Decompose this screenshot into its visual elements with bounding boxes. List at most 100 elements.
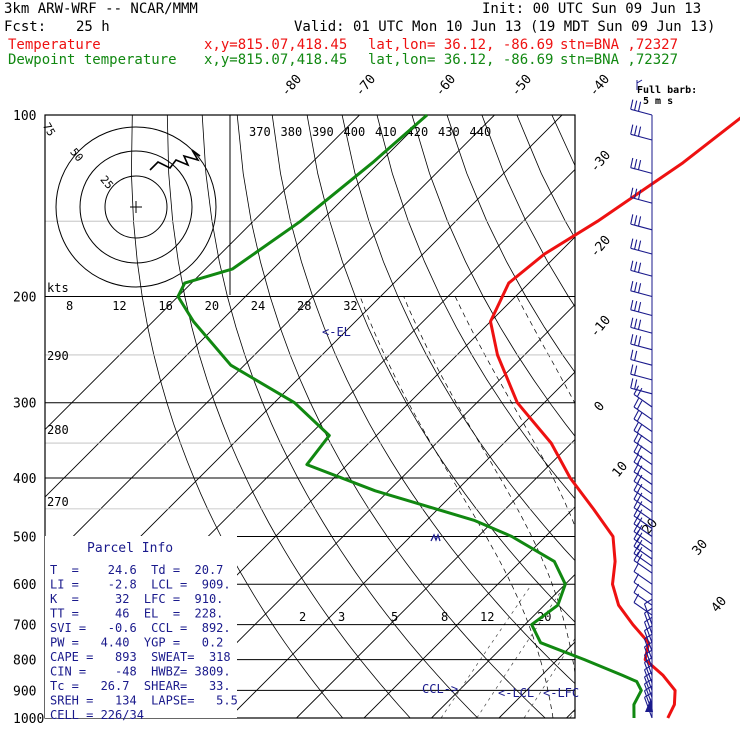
temperature-legend: Temperature <box>8 37 101 53</box>
wind-barb <box>643 598 653 625</box>
parcel-info-row: CELL = 226/34 <box>50 708 144 722</box>
hodograph-x-tick: 32 <box>343 299 357 313</box>
temperature-tick-label: -30 <box>588 148 615 176</box>
temperature-tick-label: 40 <box>709 594 731 616</box>
wind-barb <box>643 607 653 634</box>
temperature-tick-label: -20 <box>588 233 615 261</box>
pressure-tick-label: 800 <box>13 654 36 669</box>
forecast-hours: 25 h <box>76 19 110 35</box>
wind-barb <box>630 157 653 174</box>
wind-barb <box>630 214 653 231</box>
isotherm-line <box>45 115 360 431</box>
isotherm-line <box>296 438 575 718</box>
location-xy-dew: x,y=815.07,418.45 <box>204 52 348 68</box>
pressure-tick-label: 500 <box>13 530 36 545</box>
isotherm-line <box>45 115 495 566</box>
theta-label: 290 <box>47 349 69 363</box>
mixing-ratio-label: 3 <box>338 610 345 624</box>
wind-barb <box>643 649 653 676</box>
pressure-tick-label: 200 <box>13 291 36 306</box>
theta-e-label: 400 <box>344 125 366 139</box>
parcel-info-row: T = 24.6 Td = 20.7 <box>50 563 223 577</box>
parcel-info-row: SVI = -0.6 CCL = 892. <box>50 621 231 635</box>
dry-adiabat <box>411 115 575 437</box>
parcel-info-row: K = 32 LFC = 910. <box>50 592 223 606</box>
wind-barb <box>630 334 653 351</box>
lfc-annotation: <-LFC <box>543 686 579 700</box>
temperature-tick-label: -70 <box>353 72 380 100</box>
dry-adiabat <box>727 115 740 718</box>
theta-e-label: 440 <box>470 125 492 139</box>
theta-e-label: 370 <box>249 125 271 139</box>
dry-adiabat <box>587 115 740 718</box>
mixing-ratio-label: 8 <box>441 610 448 624</box>
hodograph-x-tick: 20 <box>205 299 219 313</box>
pressure-tick-label: 700 <box>13 619 36 634</box>
isotherm-line <box>45 115 428 498</box>
wind-barb <box>630 280 653 298</box>
moist-adiabat <box>516 296 575 405</box>
init-time: Init: 00 UTC Sun 09 Jun 13 <box>482 1 702 17</box>
wind-barb <box>633 398 653 421</box>
wind-barb <box>630 349 653 366</box>
pressure-tick-label: 900 <box>13 684 36 699</box>
pressure-tick-label: 300 <box>13 397 36 412</box>
full-barb-legend: Full barb: <box>637 85 697 96</box>
theta-e-label: 390 <box>312 125 334 139</box>
dry-adiabat <box>481 115 575 308</box>
temperature-tick-label: 10 <box>610 459 632 481</box>
wind-barb <box>643 625 653 652</box>
wind-barb <box>630 317 653 334</box>
dry-adiabat <box>201 115 478 718</box>
wind-barb <box>630 238 653 255</box>
pressure-tick-label: 400 <box>13 472 36 487</box>
wind-barb <box>633 472 653 495</box>
hodograph-x-tick: 24 <box>251 299 265 313</box>
wind-barb <box>630 364 653 381</box>
isotherm-line <box>566 708 575 718</box>
wind-barb <box>633 551 653 574</box>
full-barb-units: 5 m s <box>643 96 673 107</box>
mixing-ratio-line <box>523 637 575 718</box>
moist-adiabat <box>454 296 575 528</box>
dewpoint-legend: Dewpoint temperature <box>8 52 177 68</box>
forecast-label: Fcst: <box>4 19 47 35</box>
hodograph-ring <box>55 126 217 288</box>
surface-wind-flag <box>645 698 653 712</box>
parcel-info-box <box>45 536 237 718</box>
temperature-tick-label: 0 <box>592 399 609 415</box>
wind-barb <box>633 453 653 476</box>
wind-barb <box>633 583 653 606</box>
wind-barb <box>643 641 653 668</box>
ccl-annotation: CCL-> <box>422 682 458 696</box>
mixing-ratio-label: 12 <box>480 610 494 624</box>
isotherm-line <box>702 115 740 718</box>
plot-frame <box>44 114 576 719</box>
moist-adiabat <box>359 296 554 718</box>
parcel-info-row: SREH = 134 LAPSE= 5.5 <box>50 694 238 708</box>
wind-barb <box>633 573 653 596</box>
hodograph-x-tick: 16 <box>158 299 172 313</box>
wind-barb <box>630 187 653 204</box>
hodograph-ring <box>104 175 168 239</box>
dewpoint-profile <box>176 113 643 719</box>
temperature-tick-label: 30 <box>690 537 712 559</box>
dry-adiabat <box>516 115 575 239</box>
wind-barb <box>633 443 653 466</box>
theta-label: 270 <box>47 495 69 509</box>
dry-adiabat <box>341 115 575 562</box>
temperature-tick-label: -60 <box>433 72 460 100</box>
wind-barb <box>630 260 653 277</box>
dry-adiabat <box>692 115 740 718</box>
el-annotation: <-EL <box>322 325 351 339</box>
mixing-ratio-label: 2 <box>299 610 306 624</box>
wind-barb <box>633 593 653 616</box>
temperature-tick-label: -80 <box>279 72 306 100</box>
parcel-info-row: Tc = 26.7 SHEAR= 33. <box>50 679 231 693</box>
hodograph-x-tick: 12 <box>112 299 126 313</box>
dry-adiabat <box>306 115 575 623</box>
location-latlon-dew: lat,lon= 36.12, -86.69 <box>368 52 554 68</box>
isotherm-line <box>431 573 575 718</box>
hodograph-trace <box>149 149 201 171</box>
